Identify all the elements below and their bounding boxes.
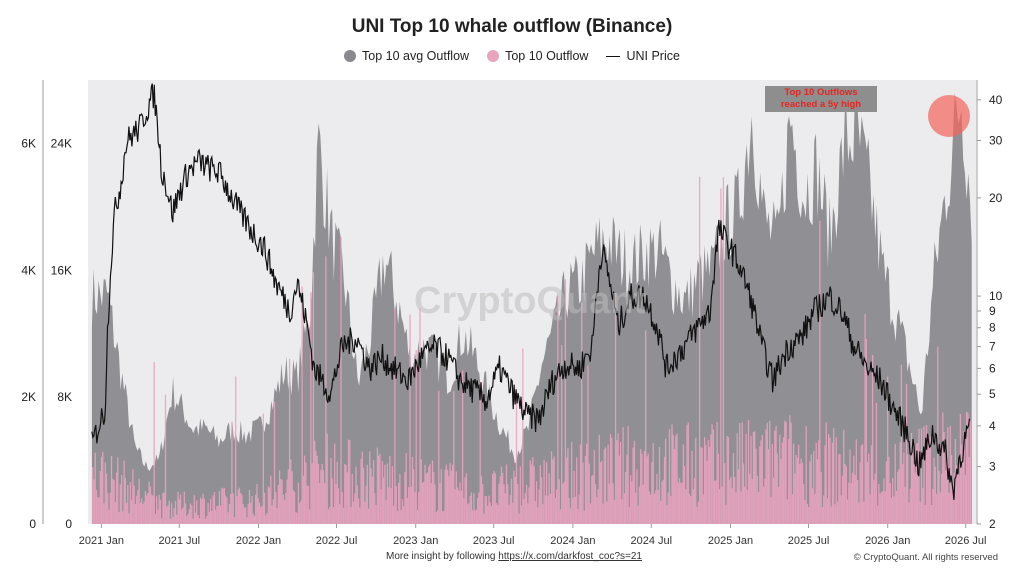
right-tick-label: 8 [989,321,996,335]
right-tick-label: 30 [989,134,1003,148]
left-inner-tick-label: 24K [51,136,72,150]
x-tick-label: 2026 Jan [865,535,910,547]
footer-insight-text: More insight by following [386,551,496,562]
right-tick-label: 5 [989,387,996,401]
left-inner-axis: 0 8K 16K 24K [51,136,73,531]
right-tick-label: 9 [989,304,996,318]
right-axis: 2 3 4 5 6 7 8 910 20 30 40 [977,93,1003,531]
legend-dot-avg-outflow [344,50,357,62]
highlight-circle [928,95,970,137]
x-tick-label: 2025 Jan [708,535,753,547]
legend-line-uni-price [606,55,621,57]
x-tick-label: 2021 Jan [79,535,124,547]
footer-link[interactable]: https://x.com/darkfost_coc?s=21 [498,551,642,562]
avg-outflow-layer [91,90,972,525]
avg-outflow-area [91,90,972,525]
right-tick-label: 2 [989,517,996,531]
x-tick-label: 2021 Jul [159,535,201,547]
x-axis: 2021 Jan 2021 Jul 2022 Jan 2022 Jul 2023 Jan… [79,524,987,547]
x-tick-label: 2023 Jul [473,535,515,547]
x-tick-label: 2023 Jan [393,535,438,547]
chart-title: UNI Top 10 whale outflow (Binance) [351,16,673,37]
legend-dot-outflow [487,50,500,62]
legend: Top 10 avg Outflow Top 10 Outflow UNI Pr… [0,49,1024,63]
x-tick-label: 2022 Jul [316,535,358,547]
left-inner-tick-label: 16K [51,263,72,277]
left-outer-tick-label: 4K [21,263,36,277]
left-outer-tick-label: 2K [21,390,36,404]
legend-item-uni-price[interactable]: UNI Price [606,49,680,63]
x-tick-label: 2025 Jul [788,535,830,547]
left-outer-axis: 0 2K 4K 6K [21,136,36,531]
right-tick-label: 10 [989,289,1003,303]
left-outer-tick-label: 6K [21,136,36,150]
x-tick-label: 2026 Jul [945,535,987,547]
watermark: CryptoQuant [414,280,647,322]
right-tick-label: 6 [989,361,996,375]
left-inner-tick-label: 0 [65,517,72,531]
right-tick-label: 7 [989,340,996,354]
annotation-callout: Top 10 Outflows reached a 5y high [765,86,877,112]
x-tick-label: 2024 Jan [550,535,595,547]
copyright: © CryptoQuant. All rights reserved [853,552,998,563]
price-layer [91,83,971,500]
left-outer-tick-label: 0 [29,517,36,531]
right-tick-label: 4 [989,419,996,433]
right-tick-label: 20 [989,191,1003,205]
footer-text: More insight by following https://x.com/… [386,551,642,562]
outflow-layer [92,176,972,524]
legend-item-avg-outflow[interactable]: Top 10 avg Outflow [344,49,469,63]
legend-label-avg-outflow: Top 10 avg Outflow [362,49,470,63]
left-inner-tick-label: 8K [57,390,72,404]
legend-label-uni-price: UNI Price [626,49,680,63]
x-tick-label: 2024 Jul [631,535,673,547]
right-tick-label: 40 [989,93,1003,107]
right-tick-label: 3 [989,460,996,474]
legend-item-outflow[interactable]: Top 10 Outflow [487,49,588,63]
legend-label-outflow: Top 10 Outflow [505,49,589,63]
uni-price-line [91,83,971,500]
x-tick-label: 2022 Jan [236,535,281,547]
